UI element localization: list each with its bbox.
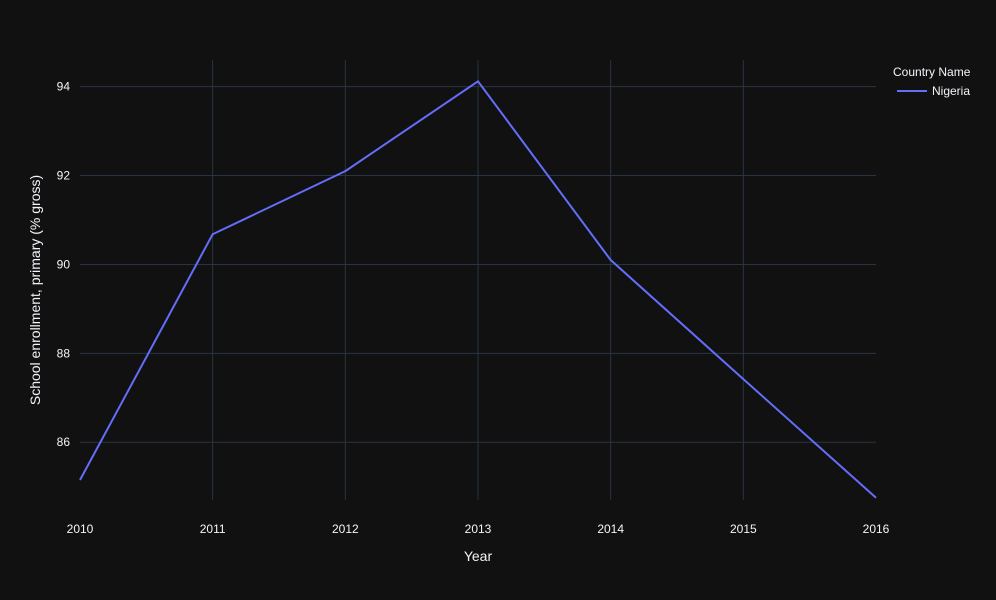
legend-label-nigeria: Nigeria [932,84,970,98]
x-tick-label-2010: 2010 [67,522,94,536]
y-tick-label-86: 86 [57,435,71,449]
x-tick-label-2016: 2016 [863,522,890,536]
y-tick-labels: 86 88 90 92 94 [57,80,71,450]
x-tick-label-2014: 2014 [597,522,624,536]
data-point-2015[interactable] [740,376,746,382]
data-point-2016[interactable] [873,495,879,501]
x-axis-title: Year [464,548,493,564]
y-axis-title: School enrollment, primary (% gross) [27,175,43,405]
series-layer [77,78,879,501]
y-tick-label-94: 94 [57,80,71,94]
x-tick-label-2011: 2011 [200,522,226,536]
data-point-2011[interactable] [210,231,216,237]
y-tick-label-92: 92 [57,169,71,183]
series-line-nigeria[interactable] [79,80,877,499]
x-tick-label-2013: 2013 [465,522,492,536]
data-point-2013[interactable] [475,78,481,84]
data-point-2012[interactable] [342,168,348,174]
legend-item-nigeria[interactable]: Nigeria [897,84,970,98]
x-gridlines [212,60,744,500]
legend: Country Name Nigeria [893,65,971,98]
legend-title: Country Name [893,65,971,79]
y-tick-label-90: 90 [57,257,71,271]
x-tick-label-2015: 2015 [730,522,757,536]
x-tick-label-2012: 2012 [332,522,359,536]
x-tick-labels: 2010 2011 2012 2013 2014 2015 2016 [67,522,890,536]
data-point-2010[interactable] [77,477,83,483]
y-tick-label-88: 88 [57,346,71,360]
data-point-2014[interactable] [608,257,614,263]
